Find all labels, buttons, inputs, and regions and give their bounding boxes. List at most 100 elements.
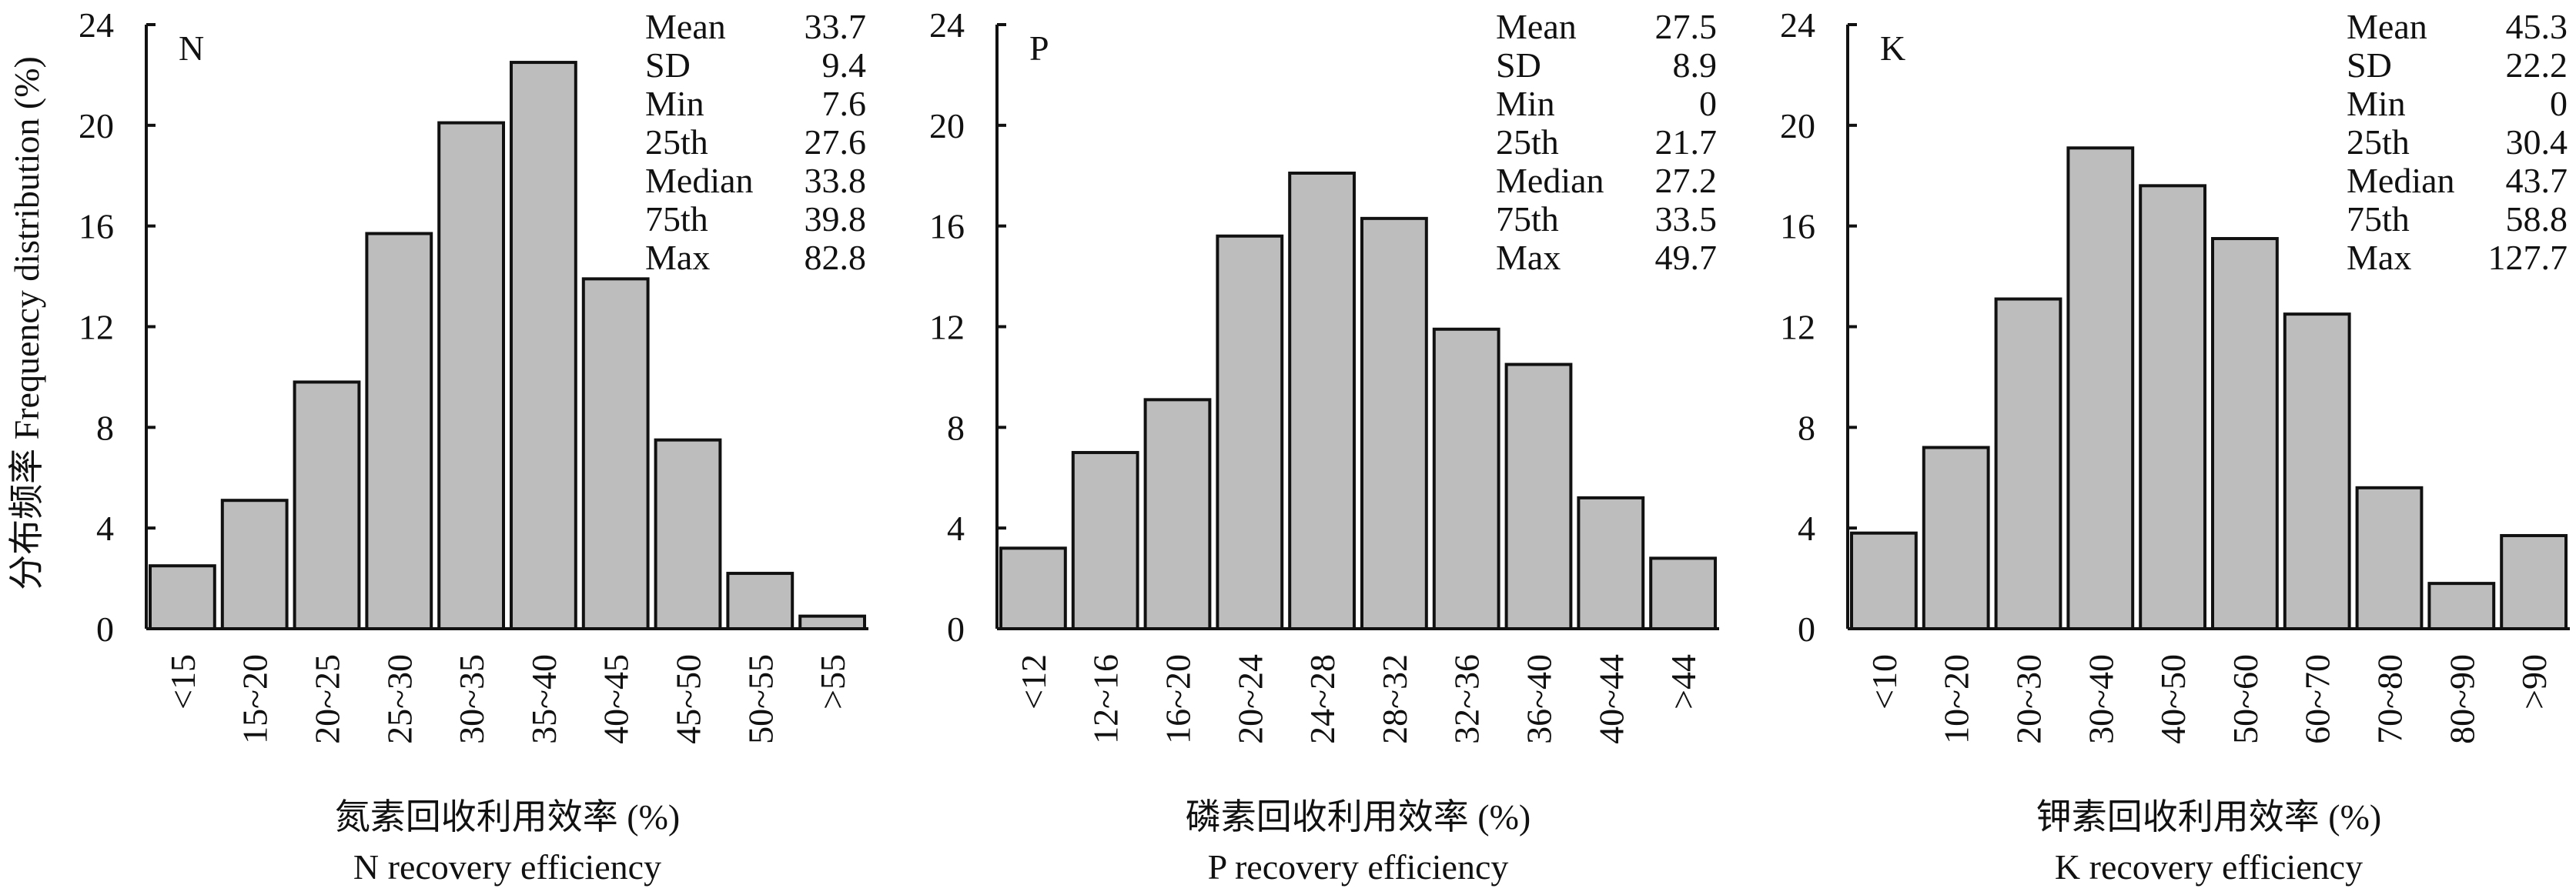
x-tick-label: 50~60: [2226, 654, 2265, 744]
stat-label: Mean: [645, 7, 726, 46]
x-tick-label: 40~45: [597, 654, 636, 744]
bar-k-8: [2427, 582, 2496, 630]
panel-k: 0 4 8 12 16 20 24 <10 10~20 20~30 30~40 40~50 50~60 6…: [1780, 5, 2570, 887]
panel-n: 0 4 8 12 16 20 24 <15 15~20 20~25 25~30 30~35 35~40 4…: [79, 5, 868, 887]
bar-n-3: [365, 232, 433, 630]
x-tick-label: 24~28: [1303, 654, 1342, 744]
y-tick-label: 24: [929, 5, 965, 45]
y-tick-label: 16: [79, 207, 114, 246]
x-tick-label: >90: [2514, 654, 2554, 710]
chart-panels: 0 4 8 12 16 20 24 <15 15~20 20~25 25~30 30~35 35~40 4…: [79, 5, 2570, 887]
stat-label: Min: [645, 84, 704, 123]
y-tick-label: 12: [79, 308, 114, 347]
x-tick-label: 50~55: [741, 654, 780, 744]
stat-value: 82.8: [805, 238, 867, 277]
y-tick-label: 16: [929, 207, 965, 246]
bar-p-1: [1071, 451, 1139, 631]
bar-p-5: [1360, 216, 1428, 630]
y-tick-label: 0: [1798, 609, 1815, 649]
bar-n-8: [726, 572, 795, 631]
stat-value: 21.7: [1655, 122, 1718, 162]
bar-k-4: [2139, 184, 2206, 631]
panel-letter: N: [179, 28, 204, 68]
bar-k-6: [2283, 312, 2351, 630]
bar-k-9: [2500, 533, 2568, 631]
x-tick-label: 28~32: [1375, 654, 1414, 744]
x-tick-label: 40~44: [1591, 654, 1631, 744]
y-tick-label: 24: [79, 5, 114, 45]
x-tick-label: 45~50: [669, 654, 708, 744]
x-tick-label: <15: [163, 654, 202, 710]
stat-label: 75th: [1496, 199, 1559, 239]
stat-value: 27.6: [805, 122, 867, 162]
x-axis-label-en: N recovery efficiency: [353, 847, 661, 887]
x-tick-label: 60~70: [2298, 654, 2337, 744]
bar-k-0: [1850, 531, 1918, 630]
stat-label: Max: [645, 238, 710, 277]
stat-label: 25th: [2347, 122, 2410, 162]
x-tick-label: >55: [813, 654, 852, 710]
stat-value: 9.4: [822, 45, 867, 85]
bar-n-2: [293, 380, 361, 630]
stat-value: 0: [2550, 84, 2568, 123]
x-axis-label-en: K recovery efficiency: [2055, 847, 2363, 887]
stat-label: SD: [645, 45, 691, 85]
stat-value: 33.8: [805, 161, 867, 200]
stat-label: Max: [2347, 238, 2411, 277]
x-tick-label: 15~20: [236, 654, 275, 744]
x-tick-label: <10: [1865, 654, 1904, 710]
stat-value: 45.3: [2506, 7, 2568, 46]
stat-value: 43.7: [2506, 161, 2568, 200]
y-tick-label: 8: [1798, 408, 1815, 447]
bar-p-9: [1649, 556, 1717, 631]
y-tick-label: 4: [947, 509, 965, 548]
stat-value: 0: [1699, 84, 1717, 123]
y-tick-label: 20: [79, 106, 114, 145]
stat-value: 33.7: [805, 7, 867, 46]
stat-label: SD: [2347, 45, 2392, 85]
bar-k-3: [2066, 146, 2135, 631]
bar-k-1: [1922, 446, 1990, 630]
stat-label: Min: [1496, 84, 1555, 123]
bar-p-3: [1216, 234, 1284, 630]
y-tick-label: 20: [929, 106, 965, 145]
bar-n-4: [437, 121, 506, 630]
x-tick-label: 20~24: [1230, 654, 1270, 744]
panel-p: 0 4 8 12 16 20 24 <12 12~16 16~20 20~24 24~28 28~32 3…: [929, 5, 1719, 887]
stat-value: 58.8: [2506, 199, 2568, 239]
bar-n-0: [149, 564, 216, 631]
stat-label: Max: [1496, 238, 1561, 277]
stat-value: 127.7: [2488, 238, 2568, 277]
y-tick-label: 0: [96, 609, 114, 649]
bar-p-7: [1504, 362, 1573, 630]
bar-k-7: [2355, 486, 2424, 630]
x-tick-label: <12: [1014, 654, 1053, 710]
x-tick-label: 35~40: [524, 654, 564, 744]
y-axis-label: 分布频率 Frequency distribution (%): [7, 56, 46, 590]
y-tick-label: 8: [947, 408, 965, 447]
stat-label: 75th: [645, 199, 708, 239]
x-axis-label-cn: 钾素回收利用效率 (%): [2036, 797, 2381, 837]
y-tick-label: 12: [929, 308, 965, 347]
stat-value: 30.4: [2506, 122, 2568, 162]
bar-n-1: [220, 499, 289, 630]
x-tick-label: 20~25: [308, 654, 347, 744]
stat-value: 27.2: [1655, 161, 1718, 200]
x-tick-label: 25~30: [380, 654, 419, 744]
stat-label: SD: [1496, 45, 1541, 85]
y-tick-label: 24: [1780, 5, 1815, 45]
bar-p-4: [1288, 171, 1356, 630]
y-tick-label: 4: [1798, 509, 1815, 548]
x-tick-label: 20~30: [2009, 654, 2049, 744]
stat-value: 8.9: [1673, 45, 1718, 85]
bar-n-9: [798, 614, 866, 630]
x-tick-label: 30~35: [452, 654, 491, 744]
x-tick-label: 32~36: [1447, 654, 1487, 744]
panel-letter: P: [1029, 28, 1049, 68]
bar-p-0: [999, 546, 1067, 630]
x-axis-label-cn: 氮素回收利用效率 (%): [335, 797, 680, 837]
x-tick-label: 10~20: [1937, 654, 1976, 744]
y-tick-label: 4: [96, 509, 114, 548]
stat-label: 25th: [645, 122, 708, 162]
stat-value: 33.5: [1655, 199, 1718, 239]
